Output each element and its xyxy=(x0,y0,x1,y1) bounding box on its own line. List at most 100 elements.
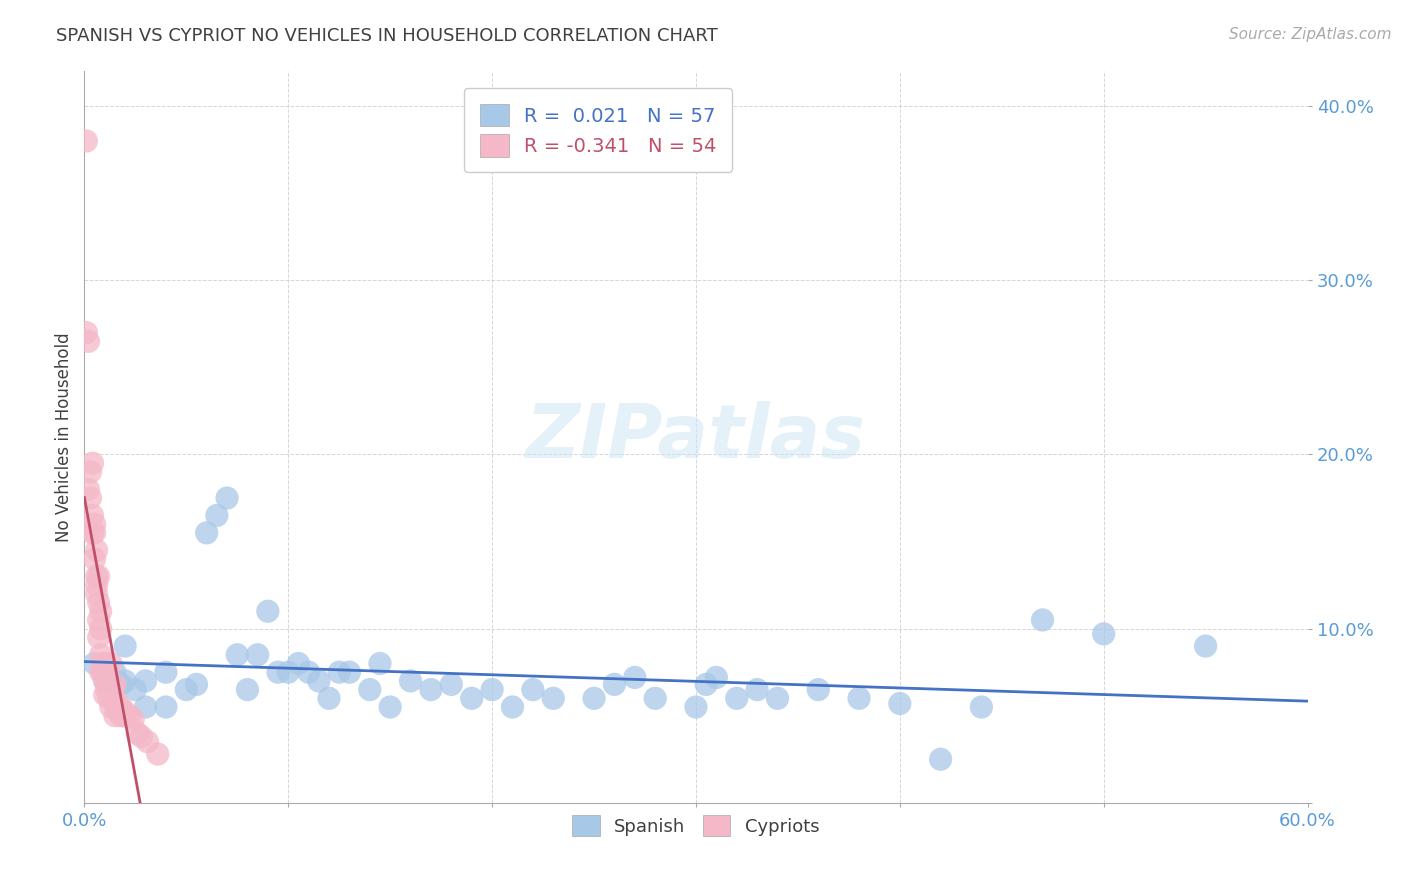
Text: SPANISH VS CYPRIOT NO VEHICLES IN HOUSEHOLD CORRELATION CHART: SPANISH VS CYPRIOT NO VEHICLES IN HOUSEH… xyxy=(56,27,718,45)
Point xyxy=(83,525,105,540)
Point xyxy=(93,665,115,680)
Point xyxy=(889,697,911,711)
Point xyxy=(104,677,127,691)
Point xyxy=(86,543,108,558)
Point xyxy=(339,665,361,680)
Point xyxy=(368,657,391,671)
Text: ZIPatlas: ZIPatlas xyxy=(526,401,866,474)
Point xyxy=(108,705,131,719)
Point xyxy=(118,708,141,723)
Point xyxy=(308,673,330,688)
Point xyxy=(236,682,259,697)
Point xyxy=(77,334,100,349)
Point xyxy=(155,665,177,680)
Point xyxy=(543,691,565,706)
Point xyxy=(217,491,239,505)
Point xyxy=(96,665,118,680)
Point xyxy=(174,682,197,697)
Point xyxy=(75,326,97,340)
Point xyxy=(502,700,524,714)
Point xyxy=(440,677,463,691)
Point xyxy=(97,682,120,697)
Point xyxy=(87,569,110,583)
Point xyxy=(461,691,484,706)
Point xyxy=(86,587,108,601)
Point xyxy=(420,682,443,697)
Point xyxy=(75,134,97,148)
Point xyxy=(93,673,115,688)
Point xyxy=(725,691,748,706)
Point xyxy=(929,752,952,766)
Y-axis label: No Vehicles in Household: No Vehicles in Household xyxy=(55,332,73,542)
Point xyxy=(90,648,112,662)
Point xyxy=(90,622,112,636)
Point xyxy=(257,604,280,618)
Point xyxy=(155,700,177,714)
Point xyxy=(644,691,666,706)
Point xyxy=(83,657,105,671)
Point xyxy=(136,735,159,749)
Point xyxy=(287,657,309,671)
Point xyxy=(481,682,503,697)
Point xyxy=(131,730,153,744)
Point xyxy=(127,726,149,740)
Point xyxy=(114,639,136,653)
Point xyxy=(848,691,870,706)
Point xyxy=(90,604,112,618)
Point xyxy=(100,682,122,697)
Point xyxy=(399,673,422,688)
Point xyxy=(101,682,124,697)
Point xyxy=(93,673,115,688)
Point xyxy=(695,677,717,691)
Point xyxy=(135,700,157,714)
Point xyxy=(100,700,122,714)
Point xyxy=(970,700,993,714)
Point xyxy=(86,569,108,583)
Point xyxy=(1092,627,1115,641)
Point xyxy=(246,648,269,662)
Point xyxy=(685,700,707,714)
Point xyxy=(96,682,118,697)
Point xyxy=(1032,613,1054,627)
Point xyxy=(112,708,135,723)
Point xyxy=(101,691,124,706)
Point xyxy=(603,677,626,691)
Point xyxy=(114,673,136,688)
Point xyxy=(104,708,127,723)
Point xyxy=(706,670,728,684)
Point xyxy=(807,682,830,697)
Point xyxy=(86,578,108,592)
Point xyxy=(298,665,321,680)
Point xyxy=(82,508,104,523)
Legend: Spanish, Cypriots: Spanish, Cypriots xyxy=(564,806,828,845)
Point xyxy=(87,613,110,627)
Point xyxy=(100,657,122,671)
Point xyxy=(91,665,114,680)
Point xyxy=(79,465,101,479)
Point xyxy=(122,712,145,726)
Point xyxy=(583,691,606,706)
Text: Source: ZipAtlas.com: Source: ZipAtlas.com xyxy=(1229,27,1392,42)
Point xyxy=(110,708,132,723)
Point xyxy=(104,665,127,680)
Point xyxy=(146,747,169,761)
Point xyxy=(186,677,208,691)
Point xyxy=(87,631,110,645)
Point xyxy=(195,525,218,540)
Point xyxy=(110,677,132,691)
Point xyxy=(747,682,769,697)
Point xyxy=(105,695,128,709)
Point xyxy=(124,682,146,697)
Point xyxy=(318,691,340,706)
Point xyxy=(82,456,104,470)
Point xyxy=(380,700,402,714)
Point xyxy=(82,525,104,540)
Point xyxy=(83,552,105,566)
Point xyxy=(277,665,299,680)
Point xyxy=(1195,639,1218,653)
Point xyxy=(87,595,110,609)
Point xyxy=(114,705,136,719)
Point xyxy=(79,491,101,505)
Point xyxy=(97,691,120,706)
Point xyxy=(90,665,112,680)
